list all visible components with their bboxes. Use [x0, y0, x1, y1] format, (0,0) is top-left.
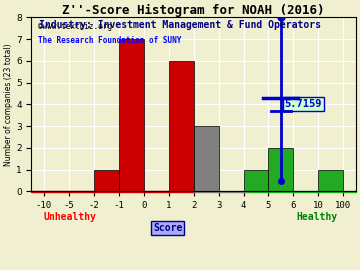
Text: Healthy: Healthy: [296, 212, 337, 222]
Y-axis label: Number of companies (23 total): Number of companies (23 total): [4, 43, 13, 166]
Text: ©www.textbiz.org: ©www.textbiz.org: [38, 22, 112, 32]
Text: 5.7159: 5.7159: [285, 99, 322, 109]
Text: The Research Foundation of SUNY: The Research Foundation of SUNY: [38, 36, 181, 45]
Title: Z''-Score Histogram for NOAH (2016): Z''-Score Histogram for NOAH (2016): [62, 4, 325, 17]
Text: Industry: Investment Management & Fund Operators: Industry: Investment Management & Fund O…: [39, 20, 321, 30]
Text: Unhealthy: Unhealthy: [44, 212, 97, 222]
Bar: [169, 61, 194, 191]
Bar: [94, 170, 119, 191]
Text: Score: Score: [153, 223, 183, 233]
Bar: [31, 191, 194, 192]
Bar: [248, 191, 356, 192]
Bar: [194, 191, 248, 192]
Bar: [119, 39, 144, 191]
Bar: [318, 170, 343, 191]
Bar: [194, 126, 219, 191]
Bar: [269, 148, 293, 191]
Bar: [243, 170, 269, 191]
